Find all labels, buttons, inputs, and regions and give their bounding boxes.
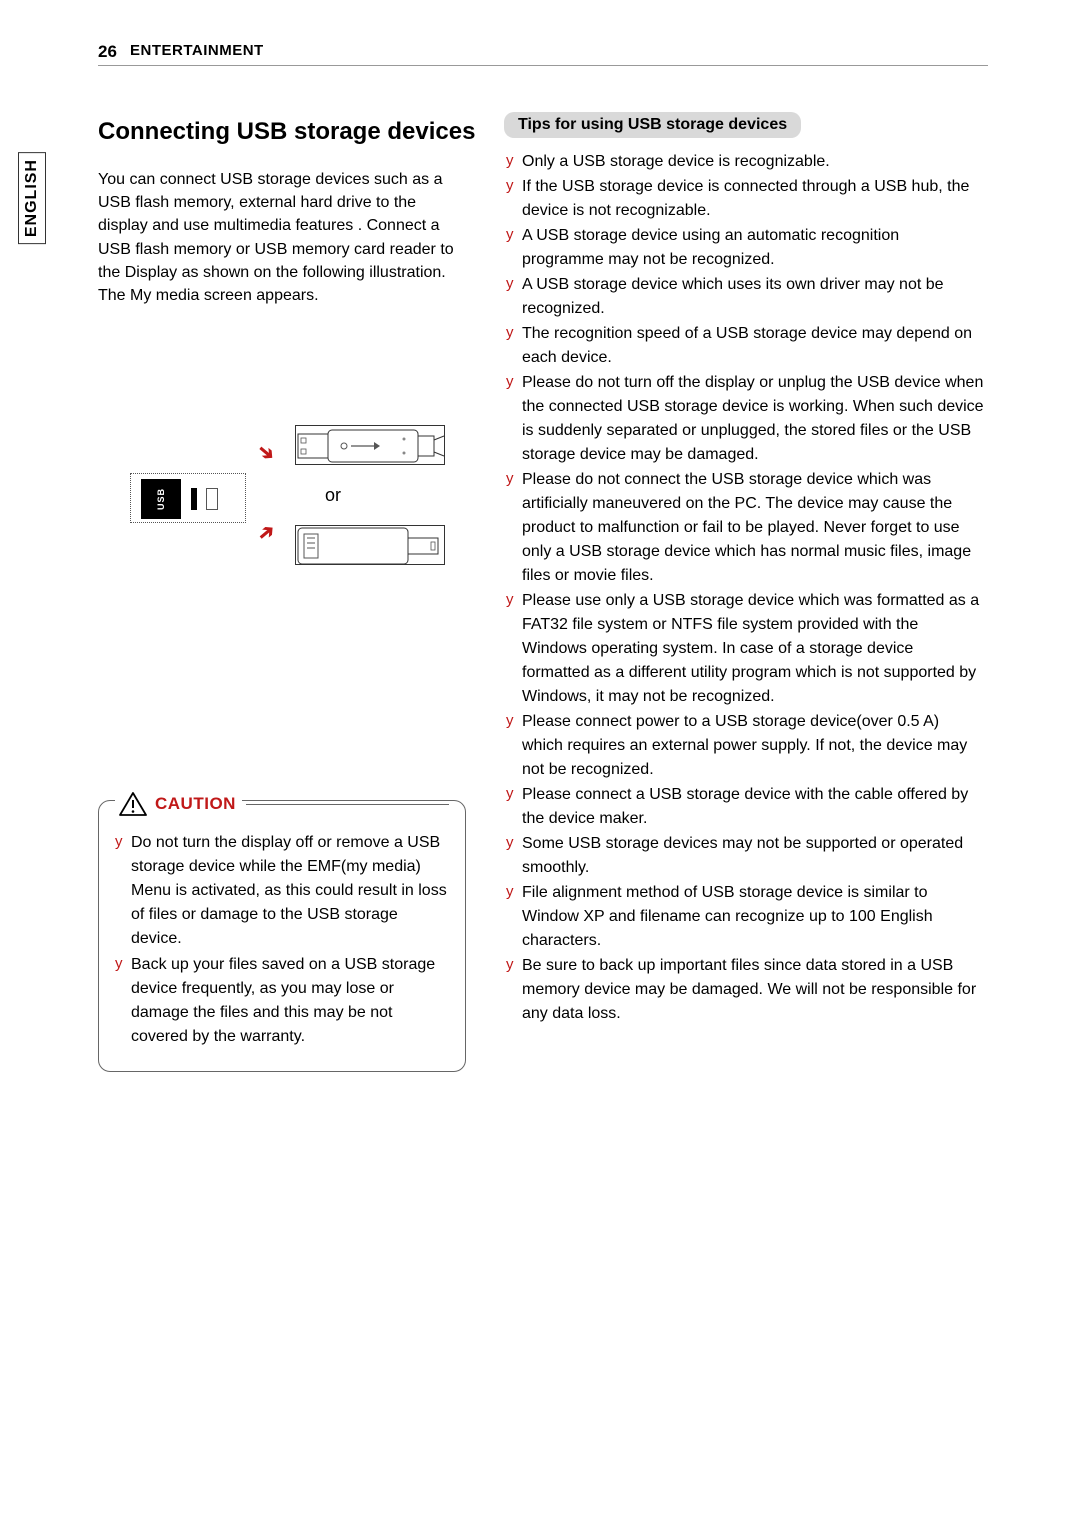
- list-item: Please do not turn off the display or un…: [504, 371, 984, 467]
- list-item: Please do not connect the USB storage de…: [504, 468, 984, 588]
- usb-slot2-icon: [206, 488, 218, 510]
- usb-illustration: USB ➔ ➔ or: [130, 425, 460, 585]
- list-item: File alignment method of USB storage dev…: [504, 881, 984, 953]
- list-item: Only a USB storage device is recognizabl…: [504, 150, 984, 174]
- arrow-icon: ➔: [252, 438, 281, 468]
- caution-header: CAUTION: [115, 789, 449, 819]
- section-header: ENTERTAINMENT: [130, 42, 264, 59]
- caution-triangle-icon: [115, 789, 151, 819]
- list-item: Please connect power to a USB storage de…: [504, 710, 984, 782]
- page-number: 26: [98, 42, 117, 62]
- list-item: A USB storage device which uses its own …: [504, 273, 984, 321]
- list-item: Please use only a USB storage device whi…: [504, 589, 984, 709]
- list-item: If the USB storage device is connected t…: [504, 175, 984, 223]
- list-item: Back up your files saved on a USB storag…: [115, 953, 449, 1049]
- caution-line: [246, 804, 449, 805]
- tips-list: Only a USB storage device is recognizabl…: [504, 150, 984, 1026]
- usb-slot-icon: [191, 488, 197, 510]
- arrow-icon: ➔: [252, 518, 281, 548]
- or-label: or: [325, 485, 341, 506]
- list-item: A USB storage device using an automatic …: [504, 224, 984, 272]
- usb-port-label: USB: [156, 488, 166, 510]
- language-tab: ENGLISH: [18, 152, 46, 244]
- caution-title: CAUTION: [151, 794, 242, 814]
- tips-section: Tips for using USB storage devices Only …: [504, 112, 984, 1027]
- usb-stick-icon: [295, 425, 445, 465]
- intro-paragraph: You can connect USB storage devices such…: [98, 168, 458, 307]
- list-item: Some USB storage devices may not be supp…: [504, 832, 984, 880]
- tips-header: Tips for using USB storage devices: [504, 112, 801, 138]
- caution-box: CAUTION Do not turn the display off or r…: [98, 800, 466, 1072]
- usb-port-icon: USB: [141, 479, 181, 519]
- list-item: Do not turn the display off or remove a …: [115, 831, 449, 951]
- header-divider: [98, 65, 988, 66]
- usb-port-box: USB: [130, 473, 246, 523]
- list-item: The recognition speed of a USB storage d…: [504, 322, 984, 370]
- main-heading: Connecting USB storage devices: [98, 118, 475, 146]
- caution-list: Do not turn the display off or remove a …: [115, 831, 449, 1049]
- list-item: Be sure to back up important files since…: [504, 954, 984, 1026]
- usb-reader-icon: [295, 525, 445, 565]
- list-item: Please connect a USB storage device with…: [504, 783, 984, 831]
